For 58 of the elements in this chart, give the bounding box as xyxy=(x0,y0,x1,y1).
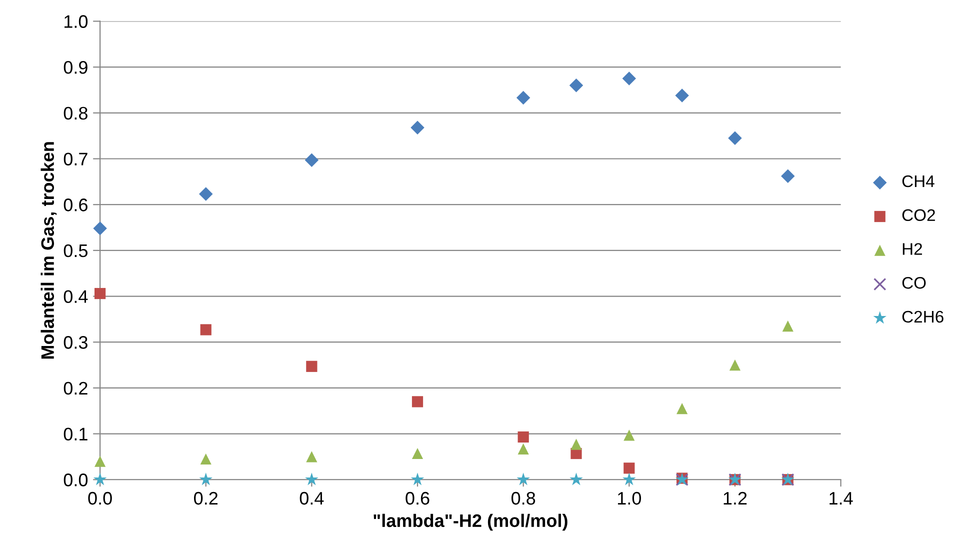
point xyxy=(676,403,688,414)
x-tick-label: 1.4 xyxy=(830,492,853,505)
x-axis-title: "lambda"-H2 (mol/mol) xyxy=(374,514,568,531)
y-tick-label: 0.6 xyxy=(64,198,88,212)
x-tick-label: 1.2 xyxy=(724,492,747,505)
x-tick-label: 0.2 xyxy=(194,492,218,505)
legend-label: CH4 xyxy=(902,175,934,188)
point xyxy=(412,448,424,460)
y-tick-label: 0.7 xyxy=(64,152,88,166)
y-tick-label: 0.0 xyxy=(64,474,88,486)
y-tick-label: 1.0 xyxy=(64,15,88,28)
point xyxy=(410,120,424,134)
x-tick-label: 0.8 xyxy=(511,492,536,505)
point xyxy=(622,72,636,86)
y-tick-label: 0.5 xyxy=(64,244,88,258)
y-tick-label: 0.3 xyxy=(64,336,88,349)
point xyxy=(306,360,318,372)
point xyxy=(570,438,582,450)
x-tick-label: 0.6 xyxy=(406,492,430,505)
point xyxy=(198,187,213,201)
point xyxy=(412,396,424,408)
point xyxy=(622,472,636,486)
y-tick-label: 0.2 xyxy=(64,382,88,395)
point xyxy=(306,451,318,462)
y-tick-label: 0.8 xyxy=(64,106,88,120)
y-tick-label: 0.1 xyxy=(64,428,88,441)
point xyxy=(516,90,530,105)
point xyxy=(200,324,212,336)
point xyxy=(728,131,742,146)
point xyxy=(199,472,212,486)
point xyxy=(94,456,106,467)
point xyxy=(782,320,794,332)
y-tick-label: 0.4 xyxy=(64,290,88,303)
point xyxy=(304,153,319,168)
point xyxy=(781,169,795,184)
x-tick-label: 0.4 xyxy=(300,492,324,505)
point xyxy=(518,443,529,454)
point xyxy=(93,472,107,486)
point xyxy=(624,462,635,474)
point xyxy=(729,359,741,371)
legend-label: H2 xyxy=(902,243,922,255)
point xyxy=(200,453,212,465)
point xyxy=(518,431,529,443)
x-tick-label: 0.0 xyxy=(88,492,112,505)
y-axis-title: Molanteil im Gas, trocken xyxy=(40,142,57,359)
point xyxy=(624,430,635,441)
legend-label: CO2 xyxy=(902,209,935,222)
x-tick-label: 1.0 xyxy=(618,492,641,505)
point xyxy=(675,88,689,102)
point xyxy=(410,472,424,486)
point xyxy=(570,472,583,486)
y-tick-label: 0.9 xyxy=(64,61,88,74)
point xyxy=(516,472,530,486)
legend-label: C2H6 xyxy=(902,310,944,323)
legend-label: CO xyxy=(902,276,926,289)
point xyxy=(93,222,107,236)
point xyxy=(569,78,584,92)
point xyxy=(305,472,318,486)
